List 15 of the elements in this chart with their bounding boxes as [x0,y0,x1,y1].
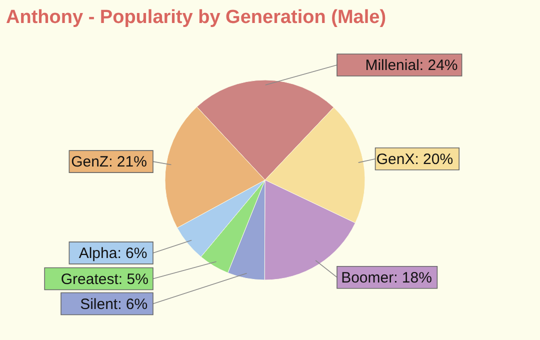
slice-label: Alpha [78,244,118,262]
data-label: : 6% [118,296,148,313]
slice-label: GenZ [71,154,109,171]
data-label: : 5% [118,270,148,288]
data-label: : 6% [117,244,148,262]
slice-label: Greatest [60,270,120,288]
slice-label: Silent [80,296,118,313]
slice-label: GenX [376,150,415,168]
data-label: : 21% [108,154,147,171]
data-label: : 20% [414,150,454,168]
chart-title: Anthony - Popularity by Generation (Male) [6,7,386,28]
data-label: : 18% [394,269,432,286]
slice-label: Boomer [341,269,394,286]
slice-label: Millenial [365,57,420,74]
data-label: : 24% [419,57,458,74]
